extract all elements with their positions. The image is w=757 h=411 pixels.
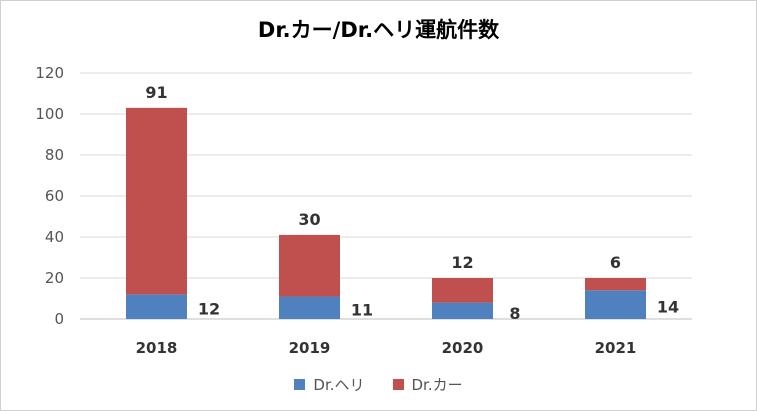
data-label-dr-heli-2021: 14 bbox=[657, 298, 679, 317]
bar-dr-car-2020 bbox=[432, 278, 493, 303]
data-label-dr-car-2019: 30 bbox=[298, 210, 320, 229]
legend-label-heli: Dr.ヘリ bbox=[313, 376, 365, 394]
y-tick-label: 100 bbox=[35, 105, 64, 123]
bar-dr-car-2019 bbox=[279, 234, 340, 297]
bar-dr-car-2021 bbox=[585, 278, 646, 291]
data-labels: 91 12 30 11 12 8 6 14 bbox=[145, 83, 679, 323]
x-tick-label-2018: 2018 bbox=[136, 339, 178, 357]
data-label-dr-car-2018: 91 bbox=[145, 83, 167, 102]
bars bbox=[126, 107, 646, 319]
legend-item-heli: Dr.ヘリ bbox=[294, 374, 365, 395]
y-tick-label: 20 bbox=[45, 269, 64, 287]
chart-title: Dr.カー/Dr.ヘリ運航件数 bbox=[257, 18, 500, 42]
data-label-dr-heli-2018: 12 bbox=[198, 300, 220, 319]
data-label-dr-heli-2020: 8 bbox=[509, 304, 520, 323]
data-label-dr-car-2021: 6 bbox=[610, 253, 621, 272]
y-tick-label: 60 bbox=[45, 187, 64, 205]
bar-dr-heli-2021 bbox=[585, 290, 646, 319]
bar-dr-heli-2018 bbox=[126, 294, 187, 319]
bar-dr-heli-2019 bbox=[279, 296, 340, 319]
y-axis-ticks: 0 20 40 60 80 100 120 bbox=[35, 64, 64, 328]
legend: Dr.ヘリ Dr.カー bbox=[0, 374, 757, 395]
x-tick-label-2021: 2021 bbox=[595, 339, 637, 357]
bar-dr-car-2018 bbox=[126, 107, 187, 295]
data-label-dr-heli-2019: 11 bbox=[351, 301, 373, 320]
x-axis-labels: 2018 2019 2020 2021 bbox=[136, 339, 637, 357]
y-tick-label: 0 bbox=[54, 310, 64, 328]
legend-label-car: Dr.カー bbox=[411, 376, 463, 394]
y-tick-label: 80 bbox=[45, 146, 64, 164]
y-tick-label: 40 bbox=[45, 228, 64, 246]
legend-swatch-car bbox=[392, 379, 404, 390]
x-tick-label-2020: 2020 bbox=[442, 339, 484, 357]
legend-item-car: Dr.カー bbox=[392, 374, 463, 395]
legend-swatch-heli bbox=[294, 379, 306, 390]
data-label-dr-car-2020: 12 bbox=[451, 253, 473, 272]
y-tick-label: 120 bbox=[35, 64, 64, 82]
x-tick-label-2019: 2019 bbox=[289, 339, 331, 357]
bar-dr-heli-2020 bbox=[432, 302, 493, 319]
